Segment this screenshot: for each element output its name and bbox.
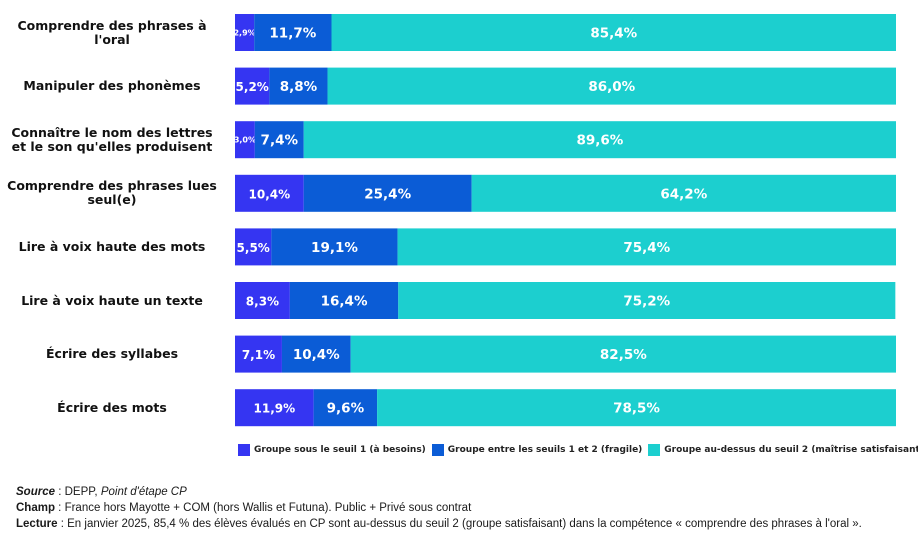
bar-segment [350, 335, 896, 373]
legend-label-besoins: Groupe sous le seuil 1 (à besoins) [254, 445, 426, 455]
legend-item-fragile: Groupe entre les seuils 1 et 2 (fragile) [431, 444, 643, 456]
source-label: Source [16, 486, 55, 498]
category-label: Lire à voix haute un texte [21, 292, 203, 308]
category-label: Comprendre des phrases à l'oral [17, 17, 207, 47]
legend-swatch-fragile [431, 444, 444, 456]
category-label: Comprendre des phrases lues seul(e) [7, 178, 217, 208]
bar-value-label: 5,2% [236, 80, 269, 94]
bar-segment [271, 228, 398, 266]
stacked-bar-chart: 2,9% 11,7% 85,4% 5,2% 8,8% 86,0% 3,0% 7,4% 89,6%… [233, 14, 897, 427]
bar-segment [303, 174, 472, 212]
bar-segment [235, 228, 272, 266]
bar-value-label: 10,4% [293, 347, 340, 363]
bar-segment [331, 14, 897, 51]
legend-label-fragile: Groupe entre les seuils 1 et 2 (fragile) [447, 445, 643, 455]
bar-value-label: 19,1% [311, 240, 358, 256]
legend-swatch-satisfaisant [648, 444, 661, 456]
source-text: DEPP, [64, 486, 101, 498]
lecture-label: Lecture [16, 518, 58, 530]
bar-segment [398, 282, 896, 319]
bar-value-label: 8,3% [246, 295, 279, 309]
bar-segment [397, 228, 896, 266]
source-italic: Point d'étape CP [100, 486, 187, 498]
bar-segment [235, 389, 314, 427]
legend: Groupe sous le seuil 1 (à besoins) Group… [238, 444, 918, 456]
bar-segment [377, 389, 896, 427]
category-label: Écrire des syllabes [45, 346, 179, 362]
legend-item-besoins: Groupe sous le seuil 1 (à besoins) [238, 444, 426, 456]
champ-label: Champ [16, 502, 55, 514]
bar-value-label: 7,1% [242, 348, 275, 362]
bar-segment [235, 335, 282, 373]
category-label: Manipuler des phonèmes [23, 78, 201, 94]
bar-segment [235, 14, 255, 51]
bar-value-label: 11,7% [269, 26, 316, 42]
bar-segment [254, 14, 332, 51]
bar-segment [327, 67, 896, 105]
bar-value-label: 75,4% [623, 240, 670, 256]
lecture-text: En janvier 2025, 85,4 % des élèves évalu… [67, 518, 862, 530]
bar-segment [235, 67, 270, 105]
bar-segment [235, 174, 304, 212]
legend-label-satisfaisant: Groupe au-dessus du seuil 2 (maîtrise sa… [664, 445, 918, 455]
bar-value-label: 85,4% [590, 26, 637, 42]
bar-segment [235, 121, 255, 159]
category-label: Écrire des mots [57, 399, 167, 415]
bar-value-label: 82,5% [600, 347, 647, 363]
bar-value-label: 10,4% [249, 187, 291, 201]
legend-swatch-besoins [238, 444, 250, 456]
bar-segment [281, 335, 351, 373]
bar-segment [289, 282, 399, 319]
bar-segment [269, 67, 328, 105]
footer-source: Source : DEPP, Point d'étape CP [16, 486, 187, 498]
bar-value-label: 78,5% [613, 401, 660, 417]
footer-champ: Champ : France hors Mayotte + COM (hors … [16, 502, 472, 514]
bar-value-label: 7,4% [261, 133, 299, 149]
bar-value-label: 2,9% [233, 29, 255, 38]
category-label: Connaître le nom des lettres et le son q… [11, 124, 213, 154]
bar-value-label: 5,5% [237, 241, 270, 255]
bar-value-label: 3,0% [234, 136, 256, 145]
bar-value-label: 89,6% [576, 133, 623, 149]
category-label: Lire à voix haute des mots [18, 238, 206, 254]
bar-value-label: 75,2% [623, 294, 670, 310]
bar-segment [313, 389, 378, 427]
bar-value-label: 64,2% [660, 186, 707, 202]
footer-lecture: Lecture : En janvier 2025, 85,4 % des él… [16, 518, 862, 530]
bar-segment [303, 121, 896, 159]
bar-segment [254, 121, 304, 159]
bar-segment [235, 282, 290, 319]
bar-value-label: 9,6% [327, 401, 365, 417]
bar-value-label: 86,0% [588, 79, 635, 95]
champ-text: France hors Mayotte + COM (hors Wallis e… [64, 502, 472, 514]
bar-value-label: 8,8% [280, 79, 318, 95]
bar-value-label: 11,9% [254, 402, 296, 416]
legend-item-satisfaisant: Groupe au-dessus du seuil 2 (maîtrise sa… [648, 444, 918, 456]
bar-value-label: 25,4% [364, 186, 411, 202]
bar-segment [471, 174, 896, 212]
bar-value-label: 16,4% [321, 294, 368, 310]
